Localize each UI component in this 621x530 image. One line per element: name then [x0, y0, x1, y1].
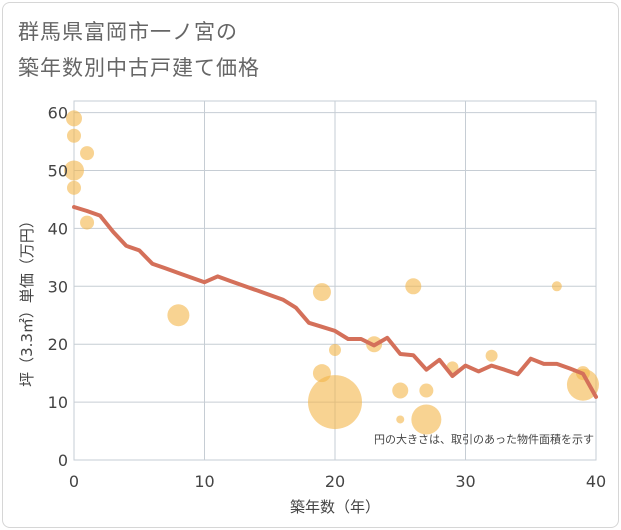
bubble-point-15 — [419, 383, 434, 398]
bubble-point-12 — [392, 382, 409, 399]
x-tick-label-40: 40 — [586, 472, 606, 491]
y-tick-label-60: 60 — [48, 104, 68, 123]
x-tick-label-20: 20 — [325, 472, 345, 491]
x-axis-label: 築年数（年） — [290, 498, 380, 516]
bubble-point-1 — [67, 128, 81, 143]
bubble-point-19 — [551, 281, 562, 292]
bubble-point-7 — [312, 283, 331, 302]
size-note: 円の大きさは、取引のあった物件面積を示す — [374, 432, 594, 446]
bubble-point-2 — [64, 160, 84, 181]
y-tick-label-20: 20 — [48, 335, 68, 354]
bubble-point-10 — [308, 375, 362, 430]
bubble-point-13 — [396, 415, 405, 424]
y-axis-label: 坪（3.3㎡）単価（万円） — [18, 213, 36, 387]
chart-title-line-1: 群馬県富岡市一ノ宮の — [18, 20, 238, 44]
y-tick-label-0: 0 — [58, 451, 68, 470]
bubble-point-9 — [329, 343, 341, 356]
y-tick-label-10: 10 — [48, 393, 68, 412]
axis-ticks: 0 10 20 30 40 0 10 20 30 40 50 60 — [48, 104, 607, 491]
trend-line — [72, 205, 598, 399]
chart-title-line-2: 築年数別中古戸建て価格 — [18, 56, 260, 80]
bubble-point-4 — [80, 146, 95, 161]
x-tick-label-30: 30 — [455, 472, 475, 491]
bubble-point-0 — [66, 110, 82, 127]
y-tick-label-40: 40 — [48, 219, 68, 238]
bubble-point-5 — [80, 215, 95, 230]
bubble-point-3 — [67, 180, 81, 195]
x-tick-label-0: 0 — [69, 472, 79, 491]
bubble-point-18 — [485, 349, 498, 362]
x-tick-label-10: 10 — [194, 472, 214, 491]
bubble-point-14 — [405, 278, 422, 295]
bubble-point-6 — [167, 304, 190, 327]
bubble-point-21 — [566, 368, 599, 401]
plot-border — [73, 100, 597, 461]
y-tick-label-50: 50 — [48, 161, 68, 180]
y-tick-label-30: 30 — [48, 277, 68, 296]
chart-title: 群馬県富岡市一ノ宮の 築年数別中古戸建て価格 — [18, 14, 260, 86]
bubble-point-16 — [411, 404, 442, 435]
bubble-series — [64, 110, 599, 435]
